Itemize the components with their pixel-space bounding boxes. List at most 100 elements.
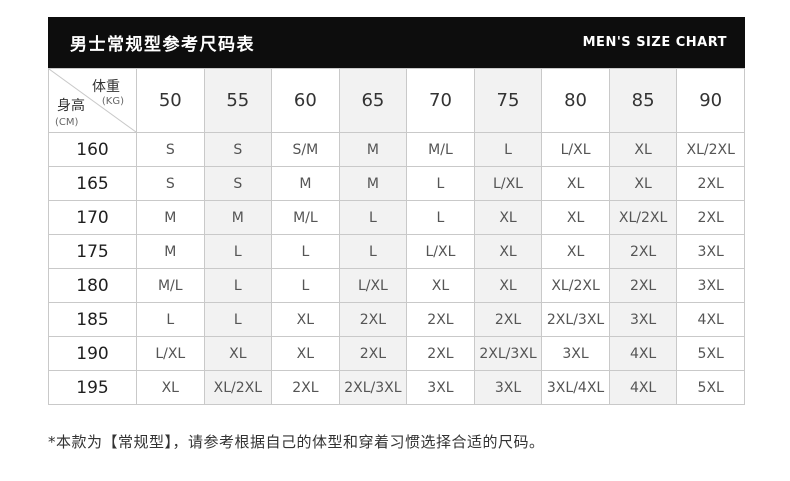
weight-axis-unit: (KG) bbox=[101, 96, 124, 107]
size-cell: XL bbox=[541, 166, 610, 201]
size-cell: L bbox=[406, 200, 475, 235]
height-row-header: 170 bbox=[48, 200, 137, 235]
size-cell: 4XL bbox=[608, 370, 678, 405]
size-cell: L/XL bbox=[541, 132, 610, 167]
size-cell: S bbox=[203, 166, 273, 201]
size-cell: XL bbox=[541, 234, 610, 269]
footnote: *本款为【常规型】，请参考根据自己的体型和穿着习惯选择合适的尺码。 bbox=[48, 433, 545, 451]
weight-column-header: 55 bbox=[203, 68, 273, 133]
size-cell: XL/2XL bbox=[676, 132, 745, 167]
size-cell: XL bbox=[271, 302, 340, 337]
size-row: 185 L L XL 2XL 2XL 2XL 2XL/3XL 3XL 4XL bbox=[48, 302, 745, 337]
size-cell: M/L bbox=[136, 268, 205, 303]
size-cell: 5XL bbox=[676, 336, 745, 371]
size-chart-panel: 男士常规型参考尺码表 MEN'S SIZE CHART 体重 (KG) 身高 (… bbox=[48, 17, 745, 452]
size-cell: L bbox=[136, 302, 205, 337]
size-cell: 3XL bbox=[676, 268, 745, 303]
size-table: 体重 (KG) 身高 (CM) 50 55 60 65 70 75 80 85 90 160 S S… bbox=[48, 68, 745, 405]
size-cell: L/XL bbox=[406, 234, 475, 269]
size-cell: 2XL/3XL bbox=[473, 336, 543, 371]
height-row-header: 185 bbox=[48, 302, 137, 337]
height-row-header: 160 bbox=[48, 132, 137, 167]
height-row-header: 190 bbox=[48, 336, 137, 371]
size-row: 170 M M M/L L L XL XL XL/2XL 2XL bbox=[48, 200, 745, 235]
size-cell: S bbox=[203, 132, 273, 167]
size-cell: 2XL bbox=[271, 370, 340, 405]
size-cell: M bbox=[271, 166, 340, 201]
size-cell: 2XL/3XL bbox=[338, 370, 408, 405]
height-axis-unit: (CM) bbox=[55, 117, 79, 128]
size-cell: L bbox=[473, 132, 543, 167]
size-row: 165 S S M M L L/XL XL XL 2XL bbox=[48, 166, 745, 201]
size-cell: 2XL bbox=[608, 234, 678, 269]
size-cell: L bbox=[203, 268, 273, 303]
size-cell: XL bbox=[608, 132, 678, 167]
size-cell: 2XL/3XL bbox=[541, 302, 610, 337]
size-table-body: 160 S S S/M M M/L L L/XL XL XL/2XL 165 S S M M L L/XL XL X… bbox=[48, 132, 745, 405]
size-cell: 3XL bbox=[676, 234, 745, 269]
size-cell: M bbox=[338, 132, 408, 167]
size-cell: XL/2XL bbox=[203, 370, 273, 405]
size-cell: L/XL bbox=[473, 166, 543, 201]
size-cell: 2XL bbox=[676, 200, 745, 235]
size-cell: L bbox=[338, 200, 408, 235]
size-cell: L/XL bbox=[338, 268, 408, 303]
size-cell: 4XL bbox=[676, 302, 745, 337]
weight-axis-label: 体重 bbox=[92, 79, 120, 95]
size-cell: 3XL bbox=[541, 336, 610, 371]
size-cell: 4XL bbox=[608, 336, 678, 371]
weight-column-header: 75 bbox=[473, 68, 543, 133]
size-cell: 2XL bbox=[338, 302, 408, 337]
size-cell: M/L bbox=[271, 200, 340, 235]
size-row: 180 M/L L L L/XL XL XL XL/2XL 2XL 3XL bbox=[48, 268, 745, 303]
size-row: 195 XL XL/2XL 2XL 2XL/3XL 3XL 3XL 3XL/4XL 4XL 5XL bbox=[48, 370, 745, 405]
diagonal-divider bbox=[49, 69, 136, 132]
page-subtitle: MEN'S SIZE CHART bbox=[582, 35, 727, 50]
height-row-header: 165 bbox=[48, 166, 137, 201]
size-cell: XL/2XL bbox=[541, 268, 610, 303]
page-title: 男士常规型参考尺码表 bbox=[70, 35, 255, 55]
size-cell: S bbox=[136, 166, 205, 201]
size-cell: L bbox=[338, 234, 408, 269]
title-bar: 男士常规型参考尺码表 MEN'S SIZE CHART bbox=[48, 17, 745, 68]
height-row-header: 180 bbox=[48, 268, 137, 303]
size-cell: S bbox=[136, 132, 205, 167]
weight-column-header: 50 bbox=[136, 68, 205, 133]
size-cell: M/L bbox=[406, 132, 475, 167]
size-cell: 3XL bbox=[608, 302, 678, 337]
weight-column-header: 65 bbox=[338, 68, 408, 133]
size-cell: 2XL bbox=[406, 336, 475, 371]
size-cell: M bbox=[338, 166, 408, 201]
size-cell: 2XL bbox=[406, 302, 475, 337]
size-cell: XL bbox=[406, 268, 475, 303]
size-cell: M bbox=[136, 200, 205, 235]
height-row-header: 175 bbox=[48, 234, 137, 269]
size-cell: L bbox=[203, 302, 273, 337]
size-cell: XL bbox=[473, 234, 543, 269]
size-cell: 2XL bbox=[338, 336, 408, 371]
height-row-header: 195 bbox=[48, 370, 137, 405]
size-row: 175 M L L L L/XL XL XL 2XL 3XL bbox=[48, 234, 745, 269]
size-cell: S/M bbox=[271, 132, 340, 167]
corner-header-cell: 体重 (KG) 身高 (CM) bbox=[48, 68, 137, 133]
size-cell: 2XL bbox=[473, 302, 543, 337]
weight-column-header: 85 bbox=[608, 68, 678, 133]
size-cell: L/XL bbox=[136, 336, 205, 371]
size-cell: XL bbox=[203, 336, 273, 371]
size-cell: M bbox=[203, 200, 273, 235]
size-cell: XL bbox=[541, 200, 610, 235]
size-cell: L bbox=[271, 234, 340, 269]
weight-column-header: 70 bbox=[406, 68, 475, 133]
size-cell: M bbox=[136, 234, 205, 269]
weight-column-header: 90 bbox=[676, 68, 745, 133]
height-axis-label: 身高 bbox=[57, 98, 85, 114]
size-cell: XL bbox=[136, 370, 205, 405]
size-cell: 5XL bbox=[676, 370, 745, 405]
weight-column-header: 80 bbox=[541, 68, 610, 133]
size-cell: XL bbox=[473, 200, 543, 235]
size-cell: L bbox=[406, 166, 475, 201]
size-cell: 2XL bbox=[608, 268, 678, 303]
size-cell: XL/2XL bbox=[608, 200, 678, 235]
size-cell: 3XL bbox=[473, 370, 543, 405]
size-row: 160 S S S/M M M/L L L/XL XL XL/2XL bbox=[48, 132, 745, 167]
